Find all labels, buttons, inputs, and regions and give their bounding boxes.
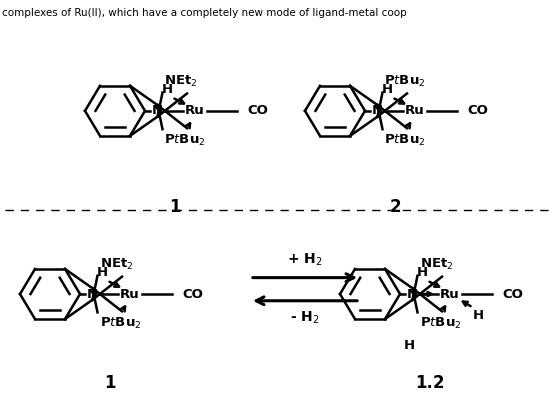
Text: P$t$Bu$_2$: P$t$Bu$_2$ <box>385 73 426 89</box>
Text: NEt$_2$: NEt$_2$ <box>100 257 133 272</box>
Text: N: N <box>371 105 382 118</box>
Text: Ru: Ru <box>185 105 205 118</box>
Text: NEt$_2$: NEt$_2$ <box>419 257 453 272</box>
Text: CO: CO <box>247 105 268 118</box>
Text: Ru: Ru <box>440 288 460 301</box>
Text: complexes of Ru(II), which have a completely new mode of ligand-metal coop: complexes of Ru(II), which have a comple… <box>2 8 407 18</box>
Text: N: N <box>86 288 97 301</box>
Text: P$t$Bu$_2$: P$t$Bu$_2$ <box>100 316 141 331</box>
Text: 1: 1 <box>104 374 116 392</box>
Text: H: H <box>96 266 108 279</box>
Text: P$t$Bu$_2$: P$t$Bu$_2$ <box>385 133 426 148</box>
Text: 1.2: 1.2 <box>416 374 445 392</box>
Text: Ru: Ru <box>405 105 425 118</box>
Text: H: H <box>404 339 415 353</box>
Text: 1: 1 <box>169 198 181 216</box>
Text: P$t$Bu$_2$: P$t$Bu$_2$ <box>165 133 206 148</box>
Text: P$t$Bu$_2$: P$t$Bu$_2$ <box>419 316 461 331</box>
Text: H: H <box>417 266 428 279</box>
Text: N: N <box>407 288 418 301</box>
Text: H: H <box>381 83 393 96</box>
Text: NEt$_2$: NEt$_2$ <box>165 73 198 89</box>
Text: CO: CO <box>467 105 488 118</box>
Text: 2: 2 <box>389 198 401 216</box>
Text: N: N <box>151 105 162 118</box>
Text: H: H <box>473 309 484 322</box>
Text: - H$_2$: - H$_2$ <box>290 310 320 326</box>
Text: H: H <box>161 83 172 96</box>
Text: Ru: Ru <box>120 288 140 301</box>
Text: CO: CO <box>182 288 203 301</box>
Text: CO: CO <box>502 288 523 301</box>
Text: + H$_2$: + H$_2$ <box>287 252 323 268</box>
